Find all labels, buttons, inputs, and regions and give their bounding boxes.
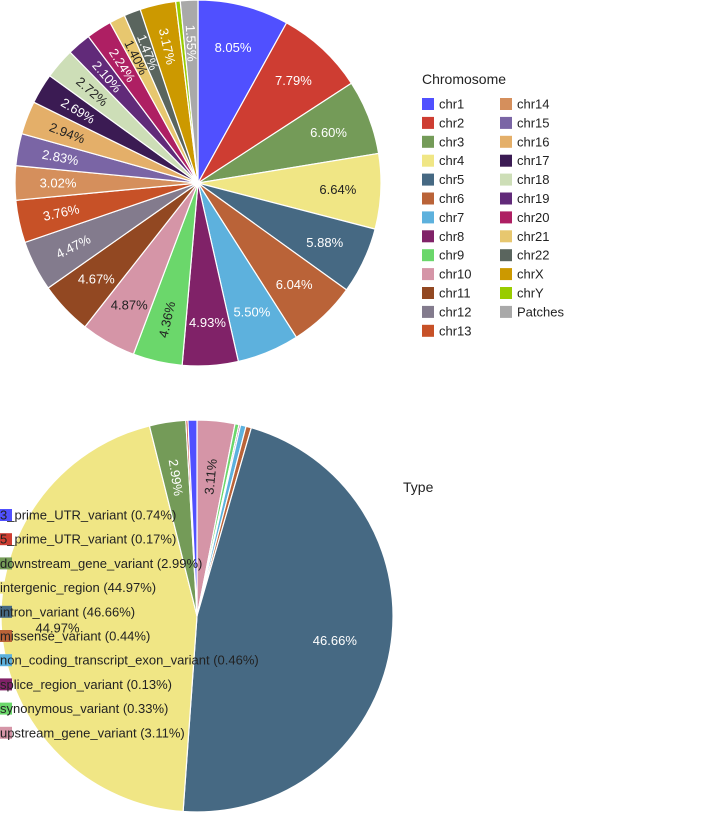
chromosome-pie: 8.05% 7.79% 6.60% 6.64% 5.88% 6.04% 5.50% 4.93%… xyxy=(14,0,382,367)
legend-swatch-3-prime-utr-variant xyxy=(0,509,12,521)
pie-slice-intron-variant xyxy=(182,426,394,813)
slice-label-patches: 1.55% xyxy=(183,24,200,62)
legend-label-chr7: chr7 xyxy=(439,210,464,225)
legend-label-chr15: chr15 xyxy=(517,115,550,130)
legend-label-3-prime-utr-variant: 3_prime_UTR_variant (0.74%) xyxy=(0,508,176,523)
legend-swatch-chr4 xyxy=(422,154,434,167)
legend-label-downstream-gene-variant: downstream_gene_variant (2.99%) xyxy=(0,556,202,571)
legend-swatch-downstream-gene-variant xyxy=(0,557,12,570)
legend-label-chr20: chr20 xyxy=(517,210,550,225)
legend-label-chr13: chr13 xyxy=(439,323,472,338)
legend-swatch-missense-variant xyxy=(0,630,12,642)
legend-swatch-intron-variant xyxy=(0,605,12,618)
legend-swatch-chr2 xyxy=(422,116,434,129)
legend-swatch-intergenic-region xyxy=(0,581,12,594)
legend-swatch-chr3 xyxy=(422,135,434,148)
legend-swatch-chr8 xyxy=(422,230,434,243)
legend-label-chr10: chr10 xyxy=(439,267,472,282)
legend-swatch-chry xyxy=(500,287,512,299)
slice-label-intergenic-region: 44.97% xyxy=(35,621,80,636)
legend-swatch-chr18 xyxy=(500,173,512,186)
slice-label-chr1: 8.05% xyxy=(215,40,252,55)
legend-label-chr12: chr12 xyxy=(439,304,472,319)
legend-label-intergenic-region: intergenic_region (44.97%) xyxy=(0,580,156,595)
slice-label-chr11: 4.67% xyxy=(78,272,115,287)
legend-swatch-chr21 xyxy=(500,230,512,243)
legend-label-chr2: chr2 xyxy=(439,115,464,130)
variant-type-pie: 3.11% 46.66% 44.97% 2.99% xyxy=(0,419,394,813)
legend-label-patches: Patches xyxy=(517,304,564,319)
slice-label-downstream-gene-variant: 2.99% xyxy=(166,458,186,497)
legend-swatch-chr16 xyxy=(500,135,512,148)
legend-label-chry: chrY xyxy=(517,286,544,301)
slice-label-chr5: 5.88% xyxy=(306,235,343,250)
legend-label-chr8: chr8 xyxy=(439,229,464,244)
legend-swatch-chrx xyxy=(500,268,512,281)
legend-label-chr6: chr6 xyxy=(439,191,464,206)
legend-swatch-upstream-gene-variant xyxy=(0,726,12,739)
legend-label-synonymous-variant: synonymous_variant (0.33%) xyxy=(0,701,168,716)
legend-swatch-chr15 xyxy=(500,116,512,129)
chromosome-legend: Chromosome chr1 chr2 chr3 chr4 chr5 chr6 chr7 c… xyxy=(422,71,564,338)
variant-type-legend: Type 3_prime_UTR_variant (0.74%) 5_prime_… xyxy=(0,479,434,740)
legend-label-chr21: chr21 xyxy=(517,229,550,244)
legend-label-non-coding-transcript-exon-variant: non_coding_transcript_exon_variant (0.46… xyxy=(0,653,259,668)
legend-swatch-chr1 xyxy=(422,98,434,110)
legend-swatch-synonymous-variant xyxy=(0,702,12,715)
pie-slice-3-prime-utr-variant xyxy=(187,419,198,617)
legend-label-chr4: chr4 xyxy=(439,153,464,168)
legend-swatch-chr14 xyxy=(500,98,512,110)
legend-swatch-chr12 xyxy=(422,305,434,318)
legend-swatch-splice-region-variant xyxy=(0,678,12,691)
legend-swatch-chr22 xyxy=(500,249,512,262)
legend-swatch-chr13 xyxy=(422,324,434,337)
legend-swatch-chr9 xyxy=(422,249,434,262)
legend-swatch-non-coding-transcript-exon-variant xyxy=(0,654,12,667)
legend-swatch-5-prime-utr-variant xyxy=(0,533,12,546)
slice-label-chr3: 6.60% xyxy=(310,125,347,140)
legend-label-chr16: chr16 xyxy=(517,134,550,149)
legend-swatch-chr10 xyxy=(422,268,434,281)
legend-label-chr9: chr9 xyxy=(439,248,464,263)
slice-label-chr7: 5.50% xyxy=(233,305,270,320)
legend-label-chr17: chr17 xyxy=(517,153,550,168)
slice-label-chr2: 7.79% xyxy=(275,73,312,88)
slice-label-chr14: 3.02% xyxy=(40,175,77,190)
slice-label-upstream-gene-variant: 3.11% xyxy=(201,458,219,496)
chromosome-legend-title: Chromosome xyxy=(422,71,506,87)
slice-label-chr4: 6.64% xyxy=(319,182,356,197)
legend-label-5-prime-utr-variant: 5_prime_UTR_variant (0.17%) xyxy=(0,532,176,547)
legend-label-chr5: chr5 xyxy=(439,172,464,187)
legend-label-chr11: chr11 xyxy=(439,286,471,301)
legend-swatch-chr5 xyxy=(422,173,434,186)
legend-swatch-chr11 xyxy=(422,287,434,299)
legend-label-chr1: chr1 xyxy=(439,97,464,112)
pie-slice-patches xyxy=(179,0,199,184)
legend-swatch-chr7 xyxy=(422,211,434,224)
legend-label-chr3: chr3 xyxy=(439,134,464,149)
legend-swatch-chr20 xyxy=(500,211,512,224)
slice-label-chr6: 6.04% xyxy=(276,277,313,292)
legend-label-upstream-gene-variant: upstream_gene_variant (3.11%) xyxy=(0,725,185,740)
legend-swatch-chr19 xyxy=(500,192,512,205)
legend-label-chr19: chr19 xyxy=(517,191,550,206)
legend-label-chr22: chr22 xyxy=(517,248,550,263)
legend-label-splice-region-variant: splice_region_variant (0.13%) xyxy=(0,677,172,692)
pie-slice-chr1 xyxy=(197,0,288,184)
legend-label-chr18: chr18 xyxy=(517,172,550,187)
legend-swatch-chr6 xyxy=(422,192,434,205)
legend-label-missense-variant: missense_variant (0.44%) xyxy=(0,629,150,644)
legend-label-chrx: chrX xyxy=(517,267,544,282)
slice-label-chr15: 2.83% xyxy=(41,147,80,169)
legend-label-chr14: chr14 xyxy=(517,97,550,112)
legend-label-intron-variant: intron_variant (46.66%) xyxy=(0,604,135,619)
slice-label-chr10: 4.87% xyxy=(111,297,148,312)
slice-label-intron-variant: 46.66% xyxy=(313,633,358,648)
legend-swatch-patches xyxy=(500,305,512,318)
slice-label-chr8: 4.93% xyxy=(189,315,226,330)
legend-swatch-chr17 xyxy=(500,154,512,167)
variant-type-legend-title: Type xyxy=(403,479,434,495)
